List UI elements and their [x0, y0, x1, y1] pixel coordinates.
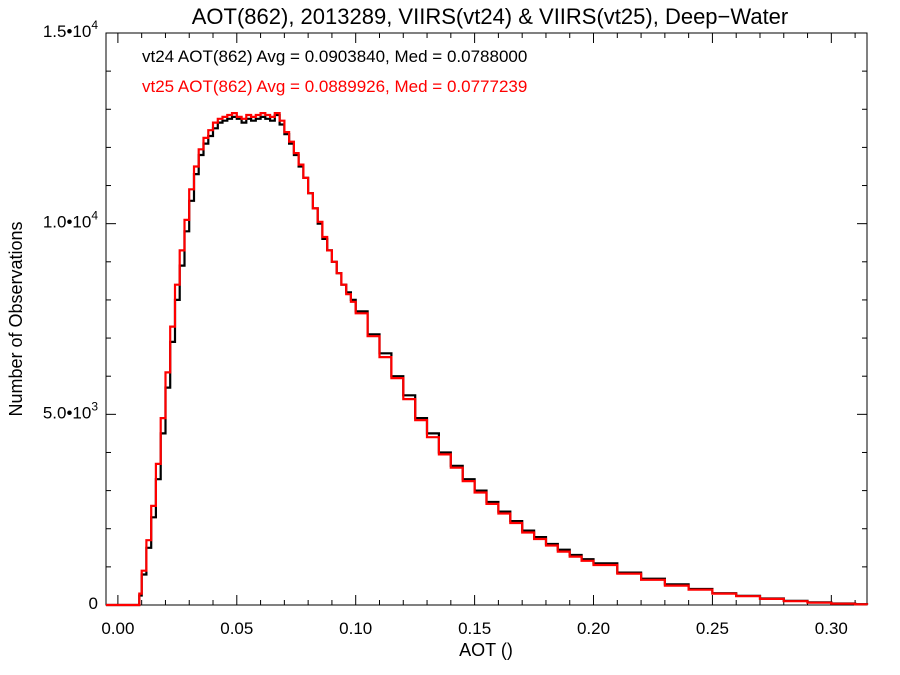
- plot-frame: [105, 32, 868, 606]
- y-tick-label: 5.0•103: [43, 399, 99, 422]
- series-layer: [106, 112, 869, 607]
- chart-title: AOT(862), 2013289, VIIRS(vt24) & VIIRS(v…: [192, 4, 789, 29]
- x-tick-label: 0.20: [577, 619, 610, 638]
- x-tick-label: 0.15: [458, 619, 491, 638]
- x-tick-label: 0.00: [101, 619, 134, 638]
- y-tick-label: 1.5•104: [43, 18, 99, 41]
- x-tick-label: 0.25: [696, 619, 729, 638]
- annotation-vt24-stats: vt24 AOT(862) Avg = 0.0903840, Med = 0.0…: [142, 47, 527, 66]
- x-tick-label: 0.30: [815, 619, 848, 638]
- x-tick-label: 0.10: [339, 619, 372, 638]
- y-tick-label: 1.0•104: [43, 209, 99, 232]
- y-axis-label: Number of Observations: [6, 221, 26, 416]
- x-axis-label: AOT (): [459, 640, 513, 660]
- y-tick-label: 0: [89, 594, 98, 613]
- x-axis: 0.00 0.05 0.10 0.15 0.20 0.25 0.30: [101, 33, 856, 638]
- x-tick-label: 0.05: [220, 619, 253, 638]
- annotation-vt25-stats: vt25 AOT(862) Avg = 0.0889926, Med = 0.0…: [142, 77, 527, 96]
- y-axis: 0 5.0•103 1.0•104 1.5•104: [43, 18, 867, 613]
- series-vt24-line: [106, 113, 869, 607]
- plot-area: [105, 32, 868, 606]
- series-vt25-line: [106, 112, 869, 607]
